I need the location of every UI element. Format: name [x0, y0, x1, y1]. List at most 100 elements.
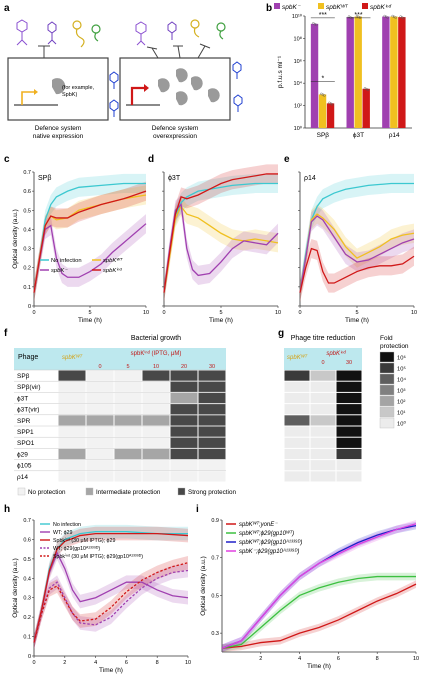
protection-cell [170, 381, 198, 392]
x-axis-label: Time (h) [209, 317, 233, 324]
cell-box-overexpression [119, 57, 231, 121]
protection-cell [170, 370, 198, 381]
y-tick-label: 0.4 [23, 576, 31, 582]
table-header-conc: 30 [209, 364, 215, 370]
y-tick-label: 0.3 [23, 596, 31, 602]
y-tick-label: 0 [28, 304, 31, 310]
legend-swatch [85, 487, 94, 496]
protection-cell [58, 392, 86, 404]
protection-cell [142, 415, 170, 426]
x-tick-label: 6 [125, 660, 128, 666]
protection-cell [198, 392, 226, 404]
x-axis-label: Time (h) [99, 667, 123, 674]
protection-cell [86, 415, 114, 426]
series-line [221, 583, 417, 649]
x-tick-label: 6 [337, 656, 340, 662]
titre-cell [284, 415, 310, 426]
y-tick-label: 0.3 [211, 631, 219, 637]
series-band [300, 239, 414, 303]
y-tick-label: 0.9 [211, 518, 219, 524]
legend-label: spbKᵂᵀ;ϕ29(gp10ᴬ¹³³⁹ᴰ) [239, 538, 302, 546]
legend-swatch [177, 487, 186, 496]
chart-c: 0 0.1 0.2 0.3 0.4 0.5 0.6 0.7 0 5 10 Time (h) Optica… [12, 170, 149, 324]
y-tick-label: 0.5 [211, 593, 219, 599]
titre-cell [336, 392, 362, 404]
panel-letter-i: i [196, 504, 199, 515]
y-tick-label: 0.2 [23, 615, 31, 621]
y-tick-label: 10⁴ [294, 80, 303, 87]
protection-cell [86, 392, 114, 404]
data-point [402, 17, 405, 20]
titre-cell [336, 460, 362, 471]
cell-box-native [7, 57, 109, 121]
protection-cell [114, 370, 142, 381]
phage-label: ϕ29 [17, 451, 28, 458]
legend-label: spbK⁻;ϕ29(gp10ᴬ¹³³⁹ᴰ) [239, 547, 299, 555]
titre-cell [284, 370, 310, 381]
table-header-phage: Phage [18, 354, 38, 361]
y-tick-label: 10⁶ [294, 58, 302, 65]
scale-label: 10² [397, 400, 405, 406]
y-tick-label: 0.3 [23, 247, 31, 253]
protection-cell [58, 415, 86, 426]
scale-swatch [379, 373, 395, 385]
phage-icon [135, 21, 147, 46]
phage-label: SPR [17, 418, 31, 425]
table-header-conc: 30 [346, 360, 352, 366]
bar [398, 17, 406, 128]
phage-icon [16, 19, 28, 46]
panel-a: a (for example, SpbK) Defence system [4, 3, 243, 140]
legend-label: Intermediate protection [96, 489, 161, 496]
x-tick-label: 10 [413, 656, 419, 662]
table-header-conc: 10 [153, 364, 159, 370]
scale-label: 10⁶ [397, 355, 406, 362]
x-tick-label: 8 [156, 660, 159, 666]
x-tick-label: SPβ [317, 132, 330, 139]
section-title: Bacterial growth [131, 335, 181, 342]
series-line [33, 223, 147, 293]
y-tick-label: 0.4 [23, 227, 31, 233]
scale-title: Fold [380, 335, 393, 342]
table-header-conc: 20 [181, 364, 187, 370]
promoter-arrow-icon [126, 84, 160, 106]
protection-cell [170, 426, 198, 437]
panel-letter-d: d [148, 154, 154, 165]
protection-cell [198, 404, 226, 415]
series-band [222, 521, 416, 652]
bar [354, 16, 362, 129]
panel-letter-f: f [4, 328, 8, 339]
series-line [33, 551, 189, 643]
protection-cell [198, 415, 226, 426]
x-axis-label: Time (h) [345, 317, 369, 324]
phage-label: SPO1 [17, 440, 35, 447]
phage-icon [72, 20, 85, 48]
legend-label: WT; ϕ29(gp10ᴬ¹³³⁹ᴰ) [53, 546, 100, 552]
protection-cell [58, 426, 86, 437]
x-tick-label: 4 [94, 660, 97, 666]
bar [382, 16, 390, 129]
titre-cell [336, 437, 362, 448]
titre-cell [310, 426, 336, 437]
chart-h: 0 0.1 0.2 0.3 0.4 0.5 0.6 0.7 0 2 4 6 8 10 Time (h) Opt… [12, 518, 191, 674]
scale-label: 10⁵ [397, 366, 406, 373]
series-line [33, 190, 147, 293]
series-line [299, 213, 415, 293]
legend-label: spbKᵂᵀ [103, 257, 123, 264]
series-band [164, 194, 278, 303]
series-line [299, 247, 415, 293]
protection-cell [86, 381, 114, 392]
protection-cell [142, 370, 170, 381]
titre-cell [310, 392, 336, 404]
protection-cell [58, 381, 86, 392]
titre-cell [284, 404, 310, 415]
inhibition-lines [146, 43, 231, 110]
y-tick-label: 0.1 [23, 635, 31, 641]
scale-title: protection [380, 343, 409, 350]
protection-cell [58, 460, 86, 471]
legend-label: Strong protection [188, 489, 236, 496]
titre-cell [310, 437, 336, 448]
scale-label: 10⁴ [397, 377, 406, 384]
phage-label: ϕ3T(vir) [17, 407, 39, 414]
x-tick-label: 0 [162, 310, 165, 316]
chart-i: 0.3 0.5 0.7 0.9 2 4 6 8 10 Time (h) Optical densit… [200, 518, 419, 670]
